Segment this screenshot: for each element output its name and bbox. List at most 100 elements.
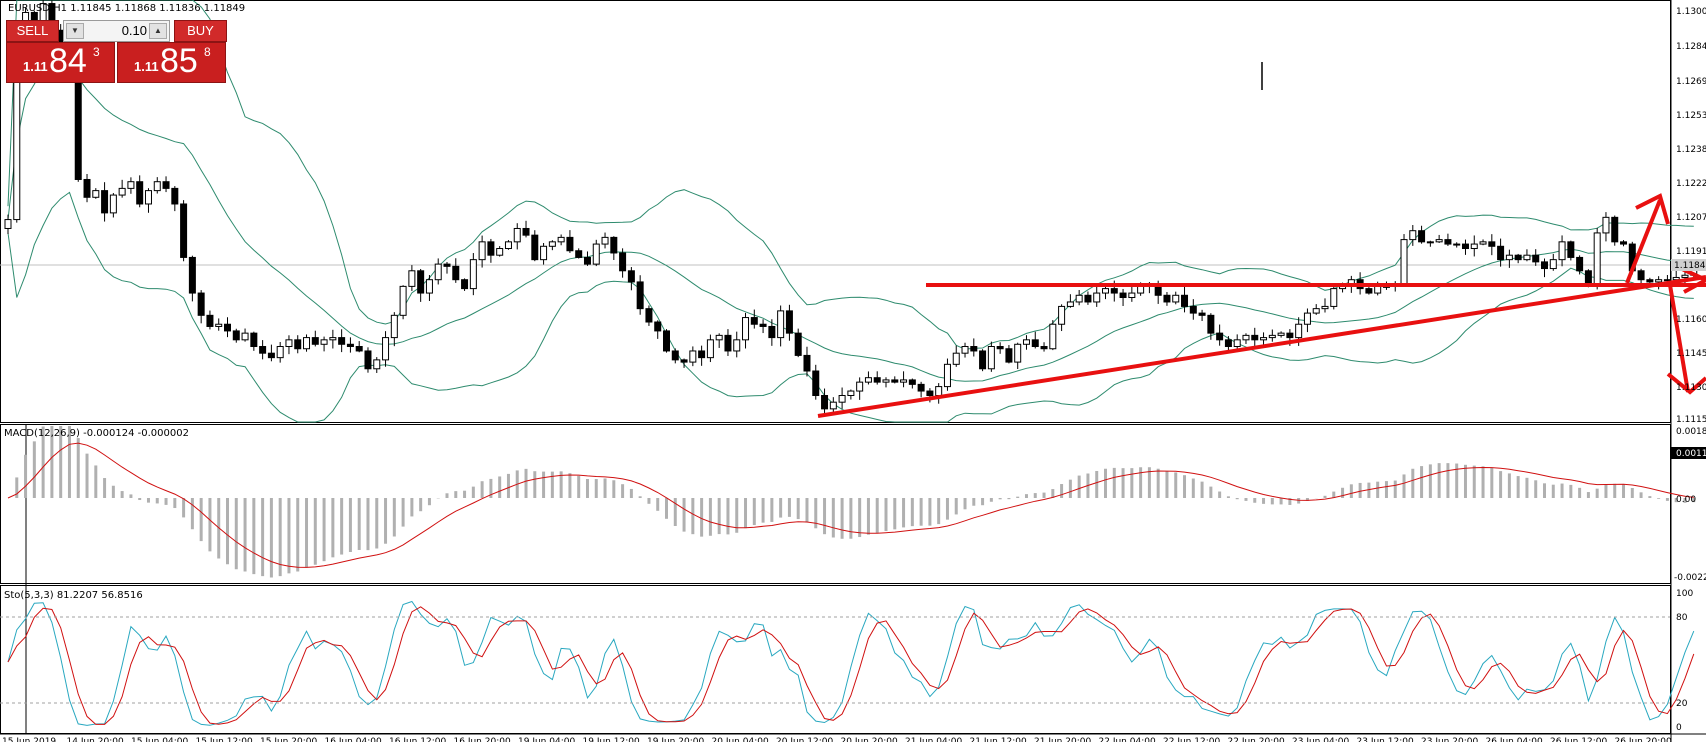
candle	[74, 72, 82, 182]
macd-panel[interactable]	[0, 424, 1671, 584]
candle	[1198, 309, 1206, 322]
stoch-axis-label: 80	[1676, 613, 1688, 623]
candle	[1084, 291, 1092, 305]
candle	[768, 319, 776, 346]
candle	[777, 305, 785, 347]
decrease-lot-button[interactable]: ▼	[66, 23, 84, 39]
macd-axis-label: -0.00225	[1674, 573, 1706, 583]
increase-lot-button[interactable]: ▲	[149, 23, 167, 39]
candle	[583, 251, 591, 266]
candle	[522, 220, 530, 238]
chart-title: EURUSD,H1 1.11845 1.11868 1.11836 1.1184…	[8, 3, 245, 14]
candle	[487, 238, 495, 263]
price-label: 1.12845	[1676, 42, 1706, 52]
time-label: 19 Jun 12:00	[583, 737, 640, 742]
up-arrow-head[interactable]	[1635, 193, 1670, 225]
candle	[987, 341, 995, 372]
candle	[750, 309, 758, 329]
stoch-main-line	[7, 600, 1695, 726]
candle	[794, 328, 802, 358]
down-arrow-shaft[interactable]	[1668, 284, 1690, 393]
macd-axis-label: 0.00	[1676, 495, 1696, 505]
candle	[461, 278, 469, 291]
macd-signal-line	[7, 442, 1694, 568]
candle	[1040, 342, 1048, 352]
candle	[373, 357, 381, 373]
stoch-panel[interactable]	[0, 585, 1671, 734]
candle	[197, 290, 205, 324]
right-arrow-head[interactable]	[1679, 266, 1706, 294]
time-label: 16 Jun 12:00	[389, 737, 446, 742]
time-label: 22 Jun 12:00	[1163, 737, 1220, 742]
price-label: 1.11450	[1676, 349, 1706, 359]
candle	[496, 246, 504, 257]
stoch-axis-label: 0	[1676, 723, 1682, 733]
candle	[267, 344, 275, 362]
candle	[13, 61, 21, 223]
time-label: 20 Jun 04:00	[712, 737, 769, 742]
price-label: 1.12380	[1676, 145, 1706, 155]
stoch-axis-label: 100	[1676, 589, 1693, 599]
macd-value-tag	[1671, 447, 1706, 459]
candle	[671, 348, 679, 364]
candle	[1611, 215, 1619, 246]
candle	[724, 329, 732, 356]
candle	[1470, 235, 1478, 257]
down-arrow-head[interactable]	[1666, 372, 1706, 395]
candle	[1163, 292, 1171, 306]
candle	[706, 334, 714, 363]
candle	[864, 371, 872, 385]
candle	[531, 230, 539, 262]
candle	[320, 336, 328, 352]
time-label: 23 Jun 04:00	[1292, 737, 1349, 742]
stoch-title: Sto(5,3,3) 81.2207 56.8516	[4, 590, 143, 601]
up-arrow-shaft[interactable]	[1625, 199, 1662, 284]
candle	[601, 232, 609, 249]
candle	[1497, 238, 1505, 267]
candle	[118, 179, 126, 198]
candle	[1461, 239, 1469, 255]
candle	[1014, 342, 1022, 369]
lot-size-value[interactable]: 0.10	[121, 23, 147, 38]
candle	[952, 345, 960, 367]
stoch-axis-label: 20	[1676, 699, 1688, 709]
candle	[1242, 333, 1250, 344]
bid-quote[interactable]: 1.11 84 3	[6, 42, 115, 83]
ascending-support-line[interactable]	[817, 275, 1706, 418]
candle	[1400, 234, 1408, 287]
main-price-panel[interactable]	[0, 0, 1671, 423]
candle	[540, 242, 548, 265]
time-label: 20 Jun 12:00	[776, 737, 833, 742]
candle	[1321, 298, 1329, 313]
candle	[329, 329, 337, 349]
candle	[1479, 239, 1487, 246]
candle	[109, 193, 117, 218]
candle	[250, 331, 258, 351]
candle	[144, 188, 152, 213]
candle	[232, 328, 240, 343]
time-label: 15 Jun 12:00	[196, 737, 253, 742]
candle	[970, 338, 978, 357]
trendline-annotations[interactable]	[817, 193, 1706, 418]
candle	[206, 310, 214, 330]
lot-size-field[interactable]: ▼ 0.10 ▲	[63, 20, 170, 42]
candle	[1505, 249, 1513, 268]
candle	[838, 387, 846, 409]
bollinger-lower	[7, 191, 1694, 423]
candle	[1602, 212, 1610, 242]
candle	[1593, 227, 1601, 290]
candle	[224, 317, 231, 338]
time-axis: 15 Jun 2019 14 Jun 20:00 15 Jun 04:00 15 Ju…	[2, 737, 1672, 742]
one-click-trading-panel[interactable]: SELL ▼ 0.10 ▲ BUY 1.11 84 3 1.11 85 8	[6, 20, 227, 83]
buy-button[interactable]: BUY	[174, 20, 227, 42]
candle	[1312, 304, 1320, 315]
sell-button[interactable]: SELL	[6, 20, 59, 42]
candle	[294, 335, 302, 354]
candle	[759, 319, 767, 334]
ask-quote[interactable]: 1.11 85 8	[117, 42, 226, 83]
ask-pip-fraction: 8	[204, 45, 211, 59]
candle	[1409, 225, 1417, 246]
